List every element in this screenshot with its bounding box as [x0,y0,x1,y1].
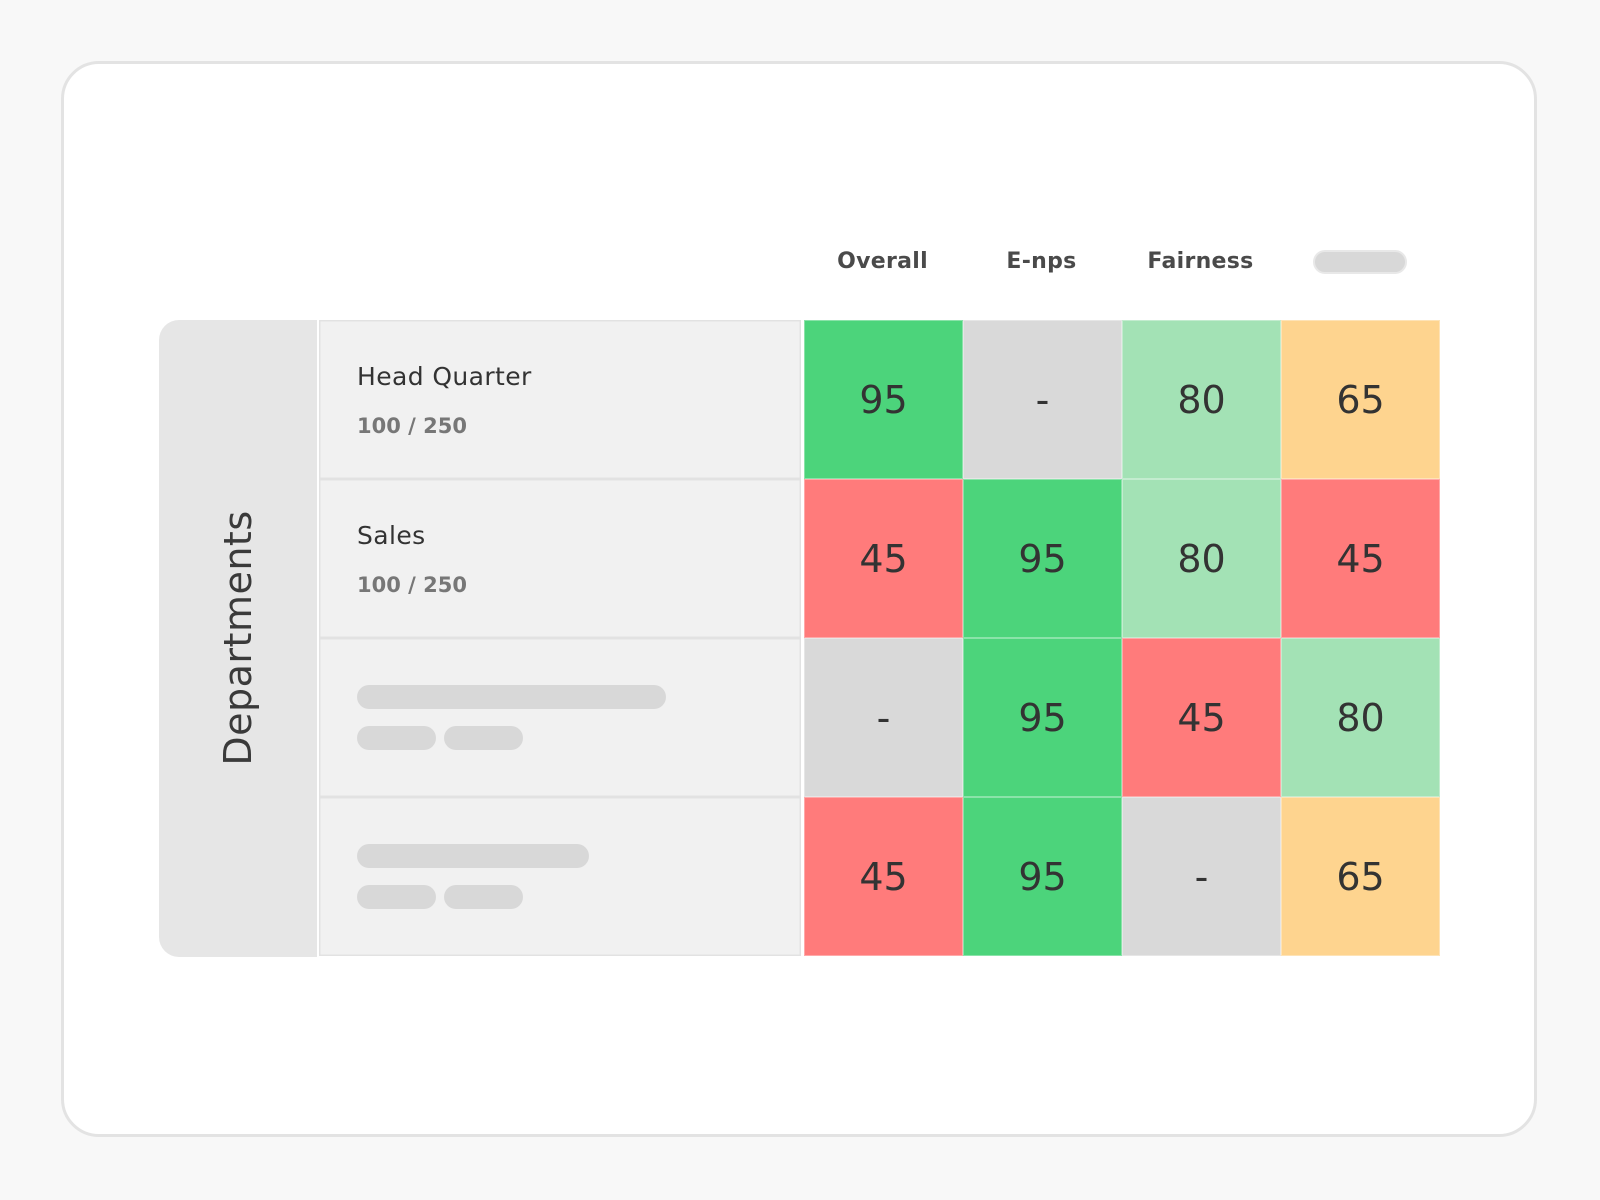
score-cell: 45 [804,479,963,638]
score-cell: 65 [1281,797,1440,956]
count-placeholder-pill [444,726,523,750]
score-cell: 95 [963,797,1122,956]
group-label-column: Departments [159,320,317,957]
score-cell: 65 [1281,320,1440,479]
group-label: Departments [216,510,260,766]
column-headers: Overall E-nps Fairness [803,240,1439,284]
row-label-placeholder [319,638,801,797]
score-cell: 95 [963,638,1122,797]
score-cell: - [963,320,1122,479]
column-header-overall: Overall [837,249,928,274]
count-placeholder-pill [444,885,523,909]
score-cell: 45 [1122,638,1281,797]
table-row[interactable]: Head Quarter 100 / 250 95 - 80 65 [317,320,1440,479]
heatmap-rows: Head Quarter 100 / 250 95 - 80 65 Sales … [317,320,1440,957]
row-label-head-quarter: Head Quarter 100 / 250 [319,320,801,479]
column-header-fairness: Fairness [1147,249,1254,274]
table-row[interactable]: 45 95 - 65 [317,797,1440,956]
department-name: Sales [357,521,426,550]
count-placeholder-pill [357,885,436,909]
response-count: 100 / 250 [357,414,467,438]
score-cell: 95 [963,479,1122,638]
table-row[interactable]: Sales 100 / 250 45 95 80 45 [317,479,1440,638]
name-placeholder-bar [357,685,666,709]
row-label-placeholder [319,797,801,956]
score-cell: 80 [1122,320,1281,479]
score-cell: 45 [804,797,963,956]
score-cell: - [804,638,963,797]
score-cell: 95 [804,320,963,479]
count-placeholder-pill [357,726,436,750]
table-row[interactable]: - 95 45 80 [317,638,1440,797]
score-cell: 45 [1281,479,1440,638]
header-placeholder-bar [1312,250,1407,274]
department-name: Head Quarter [357,362,532,391]
score-cell: 80 [1122,479,1281,638]
response-count: 100 / 250 [357,573,467,597]
column-header-placeholder [1280,240,1439,284]
name-placeholder-bar [357,844,589,868]
department-heatmap: Departments Head Quarter 100 / 250 95 - … [159,320,1441,957]
score-cell: - [1122,797,1281,956]
column-header-enps: E-nps [1006,249,1077,274]
score-cell: 80 [1281,638,1440,797]
row-label-sales: Sales 100 / 250 [319,479,801,638]
